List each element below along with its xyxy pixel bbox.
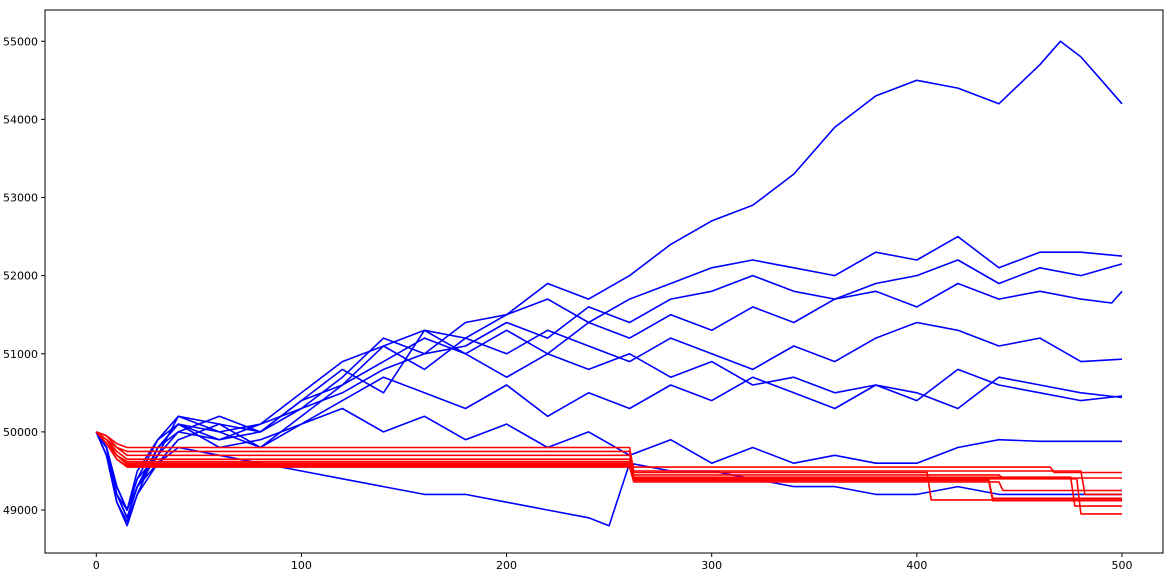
series-line-3 bbox=[95, 259, 1123, 511]
y-tick-label: 54000 bbox=[3, 113, 38, 126]
series-line-1 bbox=[95, 40, 1123, 511]
x-tick-label: 400 bbox=[906, 559, 927, 572]
series-line-16 bbox=[95, 431, 1122, 515]
y-axis: 49000 50000 51000 52000 53000 54000 55000 bbox=[3, 35, 45, 517]
series-line-6 bbox=[95, 329, 1123, 519]
y-tick-label: 49000 bbox=[3, 504, 38, 517]
series-line-4 bbox=[95, 282, 1123, 523]
series-line-13 bbox=[95, 431, 1122, 501]
series-layer bbox=[95, 40, 1123, 527]
x-tick-label: 500 bbox=[1111, 559, 1132, 572]
y-tick-label: 50000 bbox=[3, 426, 38, 439]
x-axis: 0 100 200 300 400 500 bbox=[93, 553, 1132, 572]
x-tick-label: 200 bbox=[496, 559, 517, 572]
series-line-7 bbox=[95, 376, 1123, 511]
y-tick-label: 51000 bbox=[3, 348, 38, 361]
series-line-8 bbox=[95, 407, 1122, 527]
y-tick-label: 52000 bbox=[3, 270, 38, 283]
x-tick-label: 300 bbox=[701, 559, 722, 572]
x-tick-label: 100 bbox=[291, 559, 312, 572]
y-tick-label: 55000 bbox=[3, 35, 38, 48]
x-tick-label: 0 bbox=[93, 559, 100, 572]
series-line-18 bbox=[95, 431, 1122, 492]
series-line-12 bbox=[95, 431, 1122, 474]
y-tick-label: 53000 bbox=[3, 192, 38, 205]
plot-frame bbox=[44, 9, 1164, 554]
